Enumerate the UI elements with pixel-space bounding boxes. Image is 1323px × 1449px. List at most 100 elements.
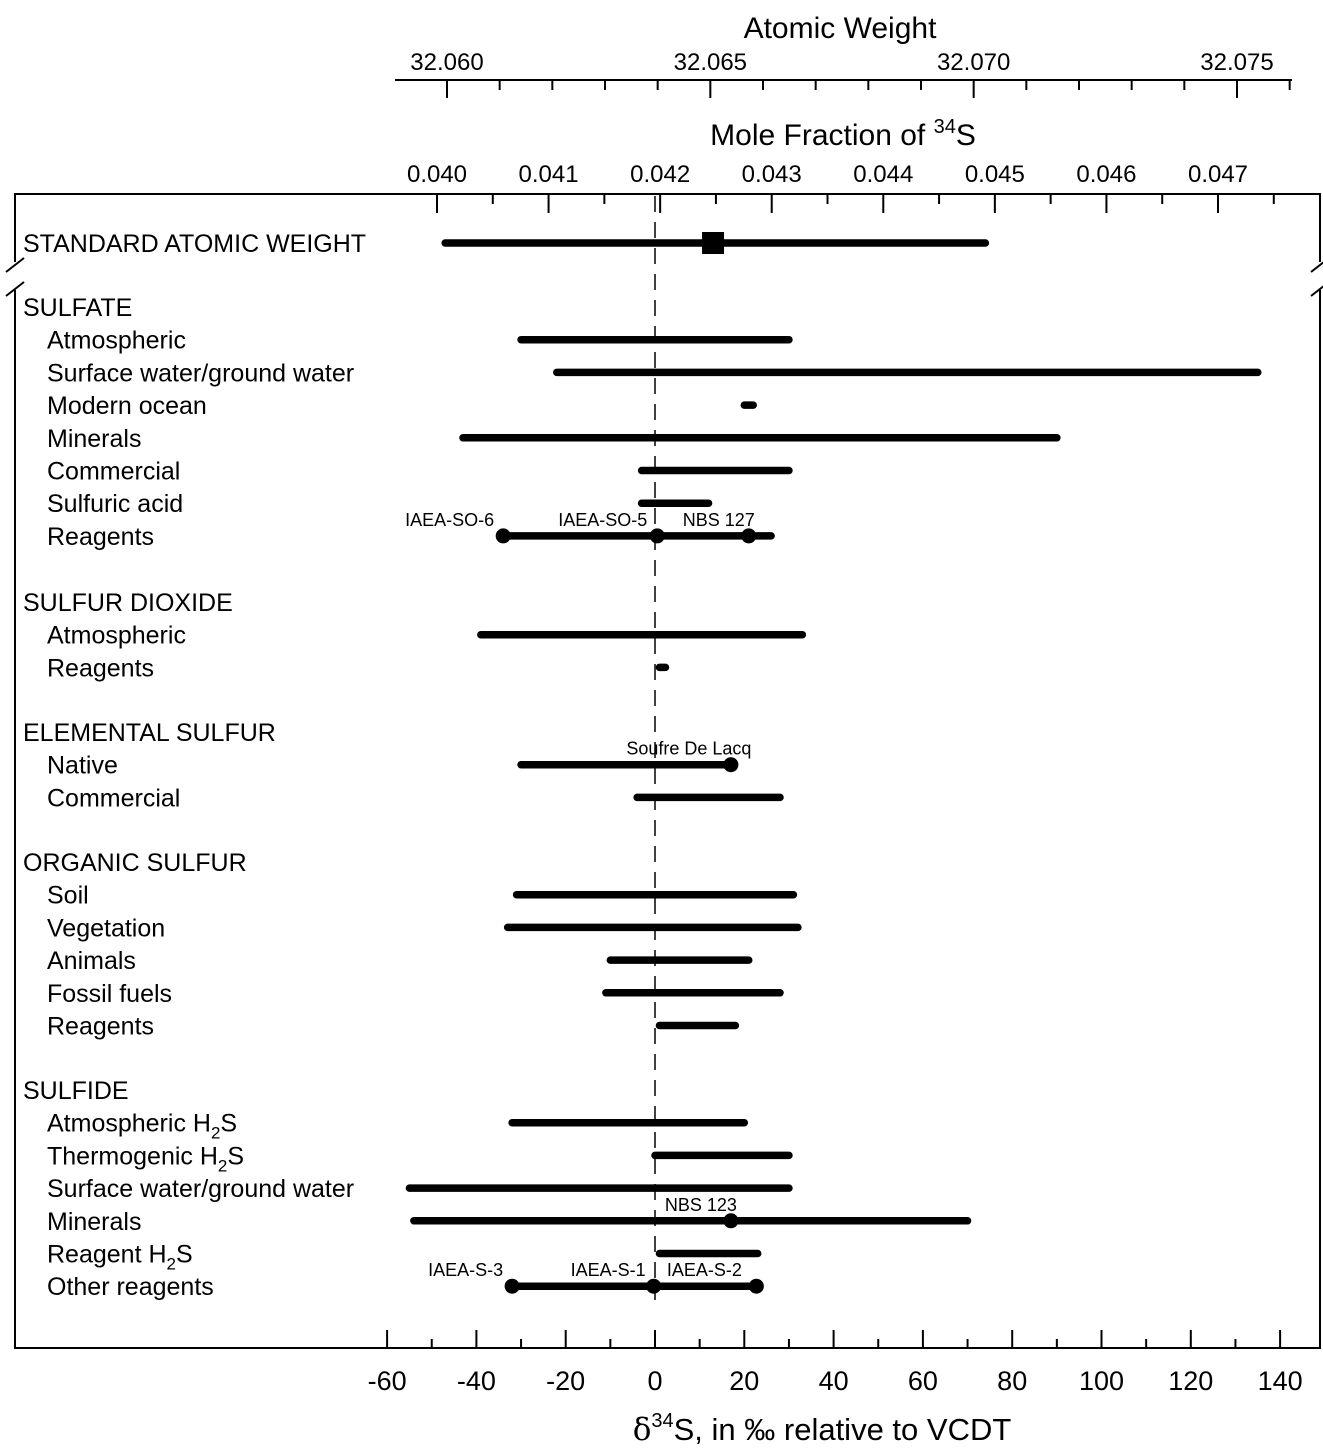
mole-fraction-tick-label: 0.047 [1188,161,1248,188]
delta-tick-label: 80 [997,1366,1027,1396]
delta-tick-label: 20 [729,1366,759,1396]
row-label: Reagents [47,1013,154,1041]
delta-tick-label: 140 [1258,1366,1303,1396]
row-label-text: Native [47,752,118,780]
reference-material-point [649,528,665,544]
axis-break-marks [5,257,1323,297]
row-label-text: Atmospheric H [47,1110,211,1138]
row-label: Atmospheric [47,327,186,355]
standard-atomic-weight-label: STANDARD ATOMIC WEIGHT [23,230,366,258]
row-label-text: Modern ocean [47,392,207,420]
row-label-text: Vegetation [47,914,165,942]
row-label: Animals [47,947,136,975]
row-label-text: Other reagents [47,1273,214,1301]
delta-axis: -60 -40 -20 0 20 40 60 80 100 120 140 δ34S, in ‰ r… [368,1330,1303,1448]
reference-material-label: IAEA-S-2 [667,1260,742,1280]
row-label: Commercial [47,784,180,812]
delta-tick-label: 60 [908,1366,938,1396]
row-label-text: Soil [47,882,89,910]
reference-material-point [748,1278,764,1294]
reference-material-label: IAEA-SO-6 [405,510,494,530]
reference-material-label: NBS 127 [683,510,755,530]
mole-fraction-axis: Mole Fraction of 34S 0.040 0.041 0.042 0.04… [407,116,1275,213]
group-label: SULFATE [23,294,132,322]
group-label: ELEMENTAL SULFUR [23,719,276,747]
reference-material-label: IAEA-SO-5 [558,510,647,530]
row-label: Thermogenic H2S [47,1142,244,1175]
mole-fraction-tick-label: 0.041 [519,161,579,188]
row-label: Modern ocean [47,392,207,420]
row-label-text: Fossil fuels [47,980,172,1008]
group-label: ORGANIC SULFUR [23,849,247,877]
row-label: Sulfuric acid [47,490,183,518]
delta-tick-label: -60 [368,1366,407,1396]
row-label-text: Reagent H [47,1241,167,1269]
row-label: Atmospheric H2S [47,1110,237,1143]
atomic-weight-tick-label: 32.060 [410,49,483,76]
row-label: Reagents [47,654,154,682]
row-label-text: Reagents [47,1013,154,1041]
delta-axis-title: δ34S, in ‰ relative to VCDT [633,1410,1012,1448]
atomic-weight-axis-title: Atomic Weight [744,12,938,45]
row-label-text: Surface water/ground water [47,359,354,387]
atomic-weight-tick-label: 32.075 [1200,49,1273,76]
row-label-subscript: 2 [218,1156,227,1175]
reference-material-label: NBS 123 [665,1195,737,1215]
atomic-weight-tick-label: 32.070 [937,49,1010,76]
mole-fraction-tick-label: 0.042 [630,161,690,188]
row-label: Surface water/ground water [47,1175,354,1203]
row-label-text: Sulfuric acid [47,490,183,518]
reference-material-point [723,757,739,773]
row-label: Surface water/ground water [47,359,354,387]
delta-tick-label: 120 [1168,1366,1213,1396]
row-label-text: Surface water/ground water [47,1175,354,1203]
row-label: Other reagents [47,1273,214,1301]
row-label-text: Reagents [47,523,154,551]
row-label-text: Commercial [47,458,180,486]
row-label: Native [47,752,118,780]
plot-frame [14,193,1321,1349]
mole-fraction-tick-label: 0.045 [965,161,1025,188]
reference-material-label: IAEA-S-3 [428,1260,503,1280]
row-label: Atmospheric [47,622,186,650]
row-label: Reagents [47,523,154,551]
atomic-weight-axis: Atomic Weight 32.060 32.065 32.070 32.075 [395,12,1292,98]
standard-atomic-weight-marker [702,232,725,254]
row-label-subscript: 2 [211,1124,220,1143]
group-label: SULFUR DIOXIDE [23,589,233,617]
row-label: Vegetation [47,914,165,942]
row-label-text: Commercial [47,784,180,812]
delta-tick-label: 40 [819,1366,849,1396]
reference-material-point [504,1278,520,1294]
reference-material-label: IAEA-S-1 [571,1260,646,1280]
delta-tick-label: 100 [1079,1366,1124,1396]
row-label-suffix: S [227,1142,244,1170]
row-label-text: Thermogenic H [47,1142,218,1170]
row-label-suffix: S [176,1241,193,1269]
row-label: Soil [47,882,89,910]
delta-tick-label: 0 [647,1366,662,1396]
row-label-subscript: 2 [167,1255,176,1274]
mole-fraction-tick-label: 0.044 [853,161,913,188]
row-label-text: Atmospheric [47,327,186,355]
mole-fraction-axis-title: Mole Fraction of 34S [710,116,976,152]
row-label: Minerals [47,425,141,453]
delta-tick-label: -20 [546,1366,585,1396]
mole-fraction-tick-label: 0.043 [742,161,802,188]
row-label: Reagent H2S [47,1241,193,1274]
reference-material-point [495,528,511,544]
row-label-text: Reagents [47,654,154,682]
row-label-suffix: S [220,1110,237,1138]
row-label: Commercial [47,458,180,486]
reference-material-point [723,1213,739,1229]
row-label-text: Animals [47,947,136,975]
row-label: Minerals [47,1208,141,1236]
row-label-text: Minerals [47,1208,141,1236]
mole-fraction-tick-label: 0.046 [1076,161,1136,188]
row-label-text: Minerals [47,425,141,453]
group-label: SULFIDE [23,1077,129,1105]
atomic-weight-tick-label: 32.065 [674,49,747,76]
delta-tick-label: -40 [457,1366,496,1396]
reference-material-point [741,528,757,544]
